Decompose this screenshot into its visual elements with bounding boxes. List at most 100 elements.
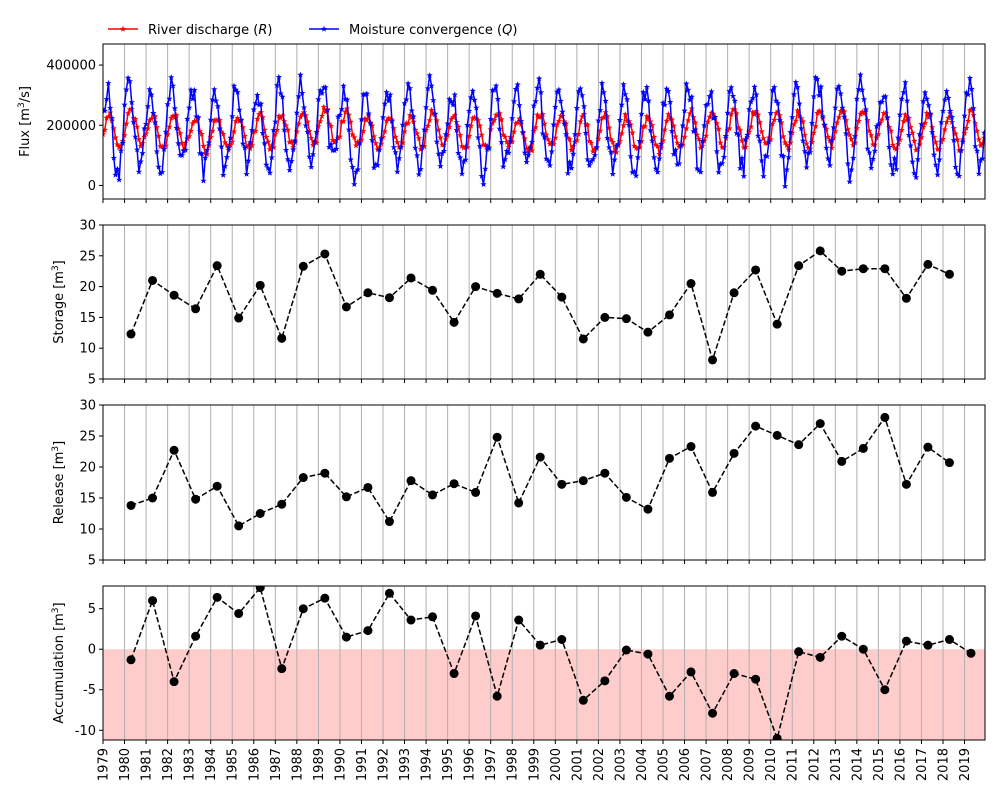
data-point — [950, 124, 957, 131]
data-point — [624, 96, 631, 103]
data-point — [166, 95, 173, 102]
y-axis-label: Storage [m3] — [51, 260, 67, 344]
data-point — [299, 89, 306, 96]
data-point — [641, 123, 649, 130]
data-point — [148, 275, 158, 285]
data-point — [155, 163, 162, 170]
data-point — [643, 649, 653, 659]
data-point — [338, 105, 345, 112]
data-point — [600, 676, 610, 686]
data-point — [826, 162, 834, 169]
data-point — [694, 131, 701, 138]
data-point — [415, 135, 422, 141]
data-point — [349, 131, 356, 138]
data-point — [552, 103, 559, 110]
data-point — [150, 109, 157, 116]
data-point — [358, 136, 365, 143]
x-tick-label: 1995 — [441, 748, 456, 781]
data-point — [801, 131, 808, 138]
data-point — [692, 119, 699, 126]
data-point — [735, 124, 742, 131]
data-point — [270, 144, 277, 151]
data-point — [514, 81, 521, 88]
data-point — [837, 631, 847, 641]
data-point — [394, 168, 401, 175]
data-point — [435, 126, 442, 133]
data-point — [297, 71, 304, 78]
x-tick-label: 2009 — [743, 748, 758, 781]
legend-item: River discharge (R) — [108, 23, 273, 38]
data-point — [385, 97, 392, 104]
data-point — [848, 136, 855, 142]
data-point — [503, 138, 510, 145]
data-point — [751, 265, 761, 275]
data-point — [363, 626, 373, 636]
data-point — [864, 145, 871, 152]
data-point — [944, 458, 954, 468]
data-point — [764, 153, 771, 160]
data-point — [324, 106, 331, 113]
data-point — [977, 142, 984, 149]
data-point — [654, 143, 661, 149]
data-point — [139, 139, 146, 146]
data-point — [536, 75, 543, 82]
data-point — [695, 135, 702, 142]
data-point — [588, 158, 595, 165]
data-point — [579, 92, 586, 98]
data-point — [245, 157, 252, 164]
data-point — [471, 487, 481, 497]
data-point — [412, 126, 419, 133]
data-point — [934, 171, 941, 178]
data-point — [114, 141, 121, 148]
data-point — [749, 94, 756, 101]
data-point — [126, 500, 136, 510]
data-point — [882, 110, 889, 116]
data-point — [858, 644, 868, 654]
data-point — [715, 125, 722, 132]
data-point — [534, 84, 541, 91]
data-point — [767, 110, 774, 116]
data-point — [225, 144, 232, 151]
data-point — [234, 313, 244, 323]
data-point — [965, 117, 972, 124]
data-point — [598, 114, 606, 121]
data-point — [191, 304, 201, 314]
data-point — [200, 142, 207, 149]
x-tick-label: 1996 — [463, 748, 478, 781]
data-point — [613, 142, 620, 149]
data-point — [562, 131, 570, 137]
data-point — [618, 101, 625, 108]
data-point — [895, 134, 902, 141]
data-point — [448, 98, 455, 105]
data-point — [369, 137, 376, 143]
data-point — [169, 112, 177, 119]
data-point — [943, 87, 950, 94]
data-point — [848, 166, 855, 173]
data-point — [541, 120, 548, 127]
data-point — [792, 117, 799, 124]
data-point — [715, 169, 722, 175]
data-point — [695, 167, 702, 174]
data-point — [737, 165, 744, 171]
data-point — [521, 135, 528, 142]
data-point — [300, 104, 308, 111]
data-point — [891, 144, 898, 151]
data-point — [780, 152, 787, 159]
data-point — [643, 113, 650, 119]
data-point — [921, 119, 929, 126]
data-point — [238, 116, 245, 123]
data-point — [616, 137, 624, 144]
data-point — [331, 139, 338, 146]
data-point — [365, 110, 372, 117]
panels: 0 200000 400000 Flux [m3/s] 5 10 15 20 25 30 Stora… — [17, 43, 986, 781]
data-point — [557, 292, 567, 302]
data-point — [925, 114, 932, 120]
data-point — [944, 634, 954, 644]
x-tick-label: 1985 — [226, 748, 241, 781]
data-point — [284, 156, 291, 163]
data-point — [466, 132, 473, 139]
data-point — [668, 127, 676, 134]
data-point — [652, 165, 659, 172]
data-point — [595, 117, 602, 124]
data-point — [959, 138, 966, 145]
